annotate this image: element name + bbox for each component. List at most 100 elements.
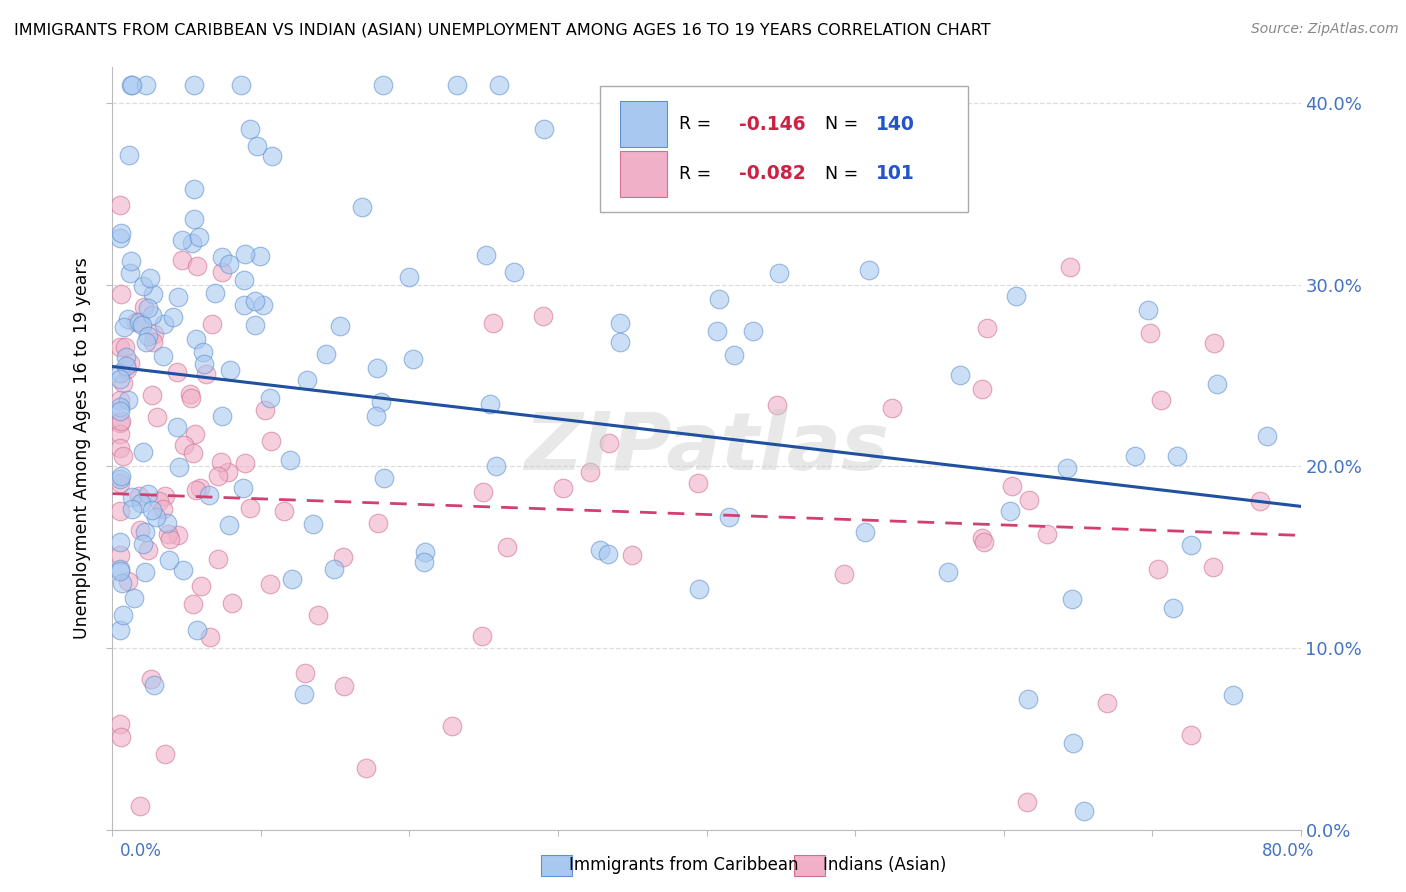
Point (402, 352, 425, 367)
Point (190, 578, 212, 592)
Point (153, 747, 176, 762)
Point (482, 317, 505, 331)
Point (181, 597, 204, 611)
Text: R =: R = (679, 115, 717, 133)
Point (110, 414, 132, 428)
Point (1139, 326, 1161, 340)
Point (128, 315, 150, 329)
Point (167, 528, 190, 542)
Point (218, 363, 240, 377)
Point (128, 799, 150, 814)
Point (172, 562, 194, 576)
Point (232, 298, 254, 312)
Point (553, 481, 575, 495)
Point (117, 392, 139, 407)
Point (998, 504, 1021, 518)
Point (295, 373, 318, 387)
Point (217, 465, 239, 479)
Point (108, 401, 131, 415)
Point (183, 78, 205, 92)
Point (768, 266, 790, 280)
Point (108, 471, 131, 485)
Point (166, 365, 188, 379)
Point (141, 502, 163, 516)
Point (108, 548, 131, 562)
Point (115, 350, 138, 364)
Point (135, 335, 157, 350)
Point (598, 436, 620, 450)
Point (120, 254, 142, 268)
Point (307, 608, 329, 623)
Point (111, 450, 134, 464)
Point (579, 465, 602, 479)
Point (211, 250, 233, 264)
Point (1001, 478, 1024, 492)
Text: N =: N = (825, 115, 865, 133)
Point (139, 270, 162, 285)
Point (131, 318, 153, 332)
Point (229, 78, 252, 92)
Point (1256, 429, 1278, 443)
Point (117, 574, 139, 588)
Point (132, 300, 155, 314)
Point (129, 496, 152, 510)
Point (188, 229, 211, 244)
Point (128, 489, 150, 503)
Point (117, 312, 139, 326)
Point (143, 678, 166, 692)
Point (485, 459, 508, 474)
Point (221, 596, 243, 610)
Point (273, 503, 295, 517)
Point (972, 383, 994, 397)
Point (496, 541, 519, 555)
Point (333, 680, 356, 694)
Point (108, 535, 131, 549)
Point (115, 362, 138, 376)
Point (108, 231, 131, 245)
Point (125, 315, 148, 329)
Text: 0.0%: 0.0% (120, 842, 162, 860)
Point (533, 121, 555, 136)
Point (1161, 601, 1184, 615)
Point (188, 481, 211, 495)
Point (260, 149, 283, 163)
Point (1005, 289, 1028, 303)
Point (834, 567, 856, 582)
Point (1180, 728, 1202, 742)
Text: -0.146: -0.146 (738, 114, 806, 134)
Point (186, 483, 208, 497)
Point (1017, 692, 1039, 706)
Point (204, 286, 226, 301)
Point (108, 340, 131, 354)
Point (159, 553, 181, 567)
Point (1147, 562, 1170, 576)
Point (152, 502, 174, 516)
Point (252, 298, 274, 312)
Point (1036, 526, 1059, 541)
Point (111, 376, 134, 390)
Point (179, 387, 201, 401)
Bar (620, 101, 668, 147)
Point (1123, 450, 1146, 464)
Text: Immigrants from Caribbean: Immigrants from Caribbean (569, 856, 799, 874)
Point (111, 576, 134, 591)
Point (120, 266, 142, 280)
Point (132, 537, 155, 551)
Y-axis label: Unemployment Among Ages 16 to 19 years: Unemployment Among Ages 16 to 19 years (73, 258, 91, 639)
Point (167, 290, 190, 304)
Point (1062, 736, 1084, 750)
Point (936, 565, 959, 579)
Point (108, 366, 131, 380)
Point (108, 561, 131, 575)
Point (193, 357, 215, 371)
Point (132, 445, 155, 459)
Point (184, 426, 207, 441)
Point (366, 360, 388, 375)
Point (709, 292, 731, 306)
Point (235, 456, 257, 470)
Point (1180, 538, 1202, 552)
Point (198, 488, 221, 502)
Point (1202, 336, 1225, 351)
Point (112, 320, 135, 334)
Point (1249, 494, 1271, 508)
